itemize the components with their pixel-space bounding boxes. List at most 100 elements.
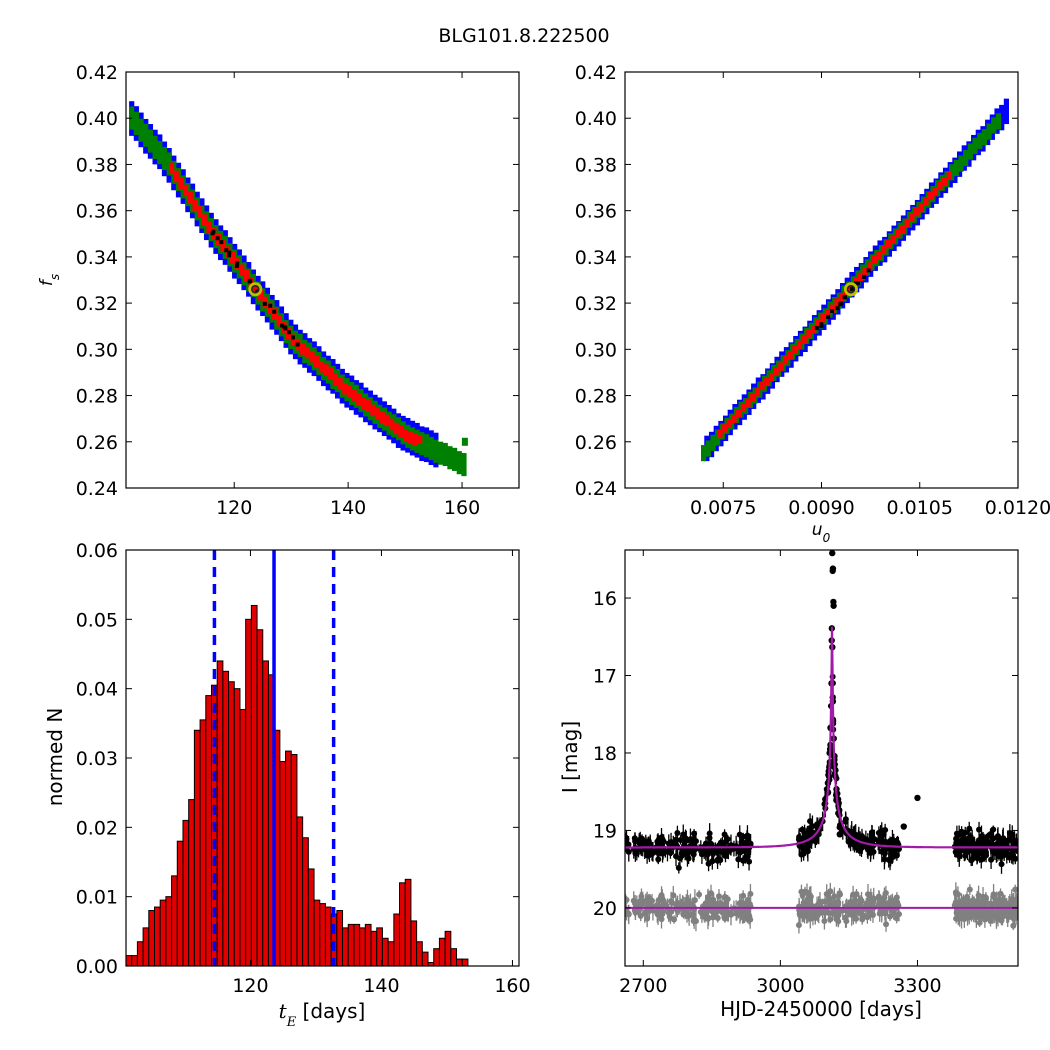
tE-histogram-panel: 120 140 160 0.00 0.01 0.02 0.03 0.04 0.05 0.06 xyxy=(76,540,531,997)
residual-point xyxy=(671,916,678,923)
histogram-bar xyxy=(171,875,178,967)
histogram-bar xyxy=(131,955,138,967)
posterior-band-red xyxy=(370,404,376,417)
posterior-band-red xyxy=(257,288,264,301)
data-point xyxy=(683,837,690,844)
y-tick-label: 0.32 xyxy=(76,293,118,315)
data-point xyxy=(655,856,662,863)
posterior-sample-black xyxy=(287,330,292,335)
residual-point xyxy=(955,912,962,919)
hjd-axis-label: HJD-2450000 [days] xyxy=(720,997,922,1021)
posterior-band-red xyxy=(332,374,338,386)
data-point xyxy=(971,841,978,848)
residual-point xyxy=(822,909,829,916)
histogram-bar xyxy=(307,868,315,967)
posterior-band-red xyxy=(759,381,765,391)
data-point xyxy=(740,833,747,840)
x-tick-label: 140 xyxy=(330,497,366,519)
posterior-band-red xyxy=(764,377,770,386)
best-fit-marker-core xyxy=(846,284,856,294)
posterior-band-red xyxy=(323,364,329,376)
data-point xyxy=(1012,855,1018,862)
data-point xyxy=(858,833,865,840)
posterior-band-red xyxy=(918,203,924,213)
residual-point xyxy=(999,909,1006,916)
histogram-bar xyxy=(233,688,241,967)
posterior-sample-black xyxy=(866,268,871,273)
data-point xyxy=(709,848,716,855)
outlier-point xyxy=(914,794,921,802)
histogram-bar xyxy=(456,958,463,967)
posterior-band-red xyxy=(899,225,906,234)
posterior-sample-black xyxy=(247,279,252,284)
residual-point xyxy=(831,893,838,900)
posterior-band-red xyxy=(876,251,882,260)
residual-point xyxy=(812,910,819,917)
posterior-band-red xyxy=(351,389,357,401)
data-point xyxy=(721,831,728,838)
posterior-sample-black xyxy=(227,250,232,255)
histogram-bar xyxy=(370,930,378,967)
histogram-bar xyxy=(165,896,173,967)
residual-point xyxy=(705,893,712,900)
y-tick-label: 0.01 xyxy=(76,887,118,909)
residual-point xyxy=(1012,886,1018,893)
residual-point xyxy=(1008,896,1015,903)
fs-axis-label: fs xyxy=(37,274,62,286)
posterior-sample-black xyxy=(830,309,835,314)
posterior-band-red xyxy=(183,184,189,197)
histogram-bar xyxy=(319,903,326,967)
posterior-band-red xyxy=(393,422,399,435)
outlier-point xyxy=(830,602,837,609)
posterior-band-red xyxy=(318,360,324,373)
residual-point xyxy=(966,886,973,893)
posterior-band-red xyxy=(834,298,840,307)
axes-frame xyxy=(125,549,520,967)
posterior-band-green xyxy=(419,432,425,456)
residual-point xyxy=(887,913,894,920)
residual-point xyxy=(716,893,723,900)
model-curve xyxy=(625,626,1018,849)
y-tick-label: 0.26 xyxy=(76,432,118,454)
posterior-band-red xyxy=(871,255,878,264)
posterior-band-red xyxy=(407,432,413,444)
residual-point xyxy=(895,911,902,918)
posterior-sample-black xyxy=(850,287,855,292)
histogram-bar xyxy=(438,937,446,967)
histogram-bar xyxy=(410,920,418,967)
best-fit-marker xyxy=(248,282,263,297)
residual-point xyxy=(739,914,746,921)
posterior-band-green xyxy=(456,451,462,475)
posterior-band-red xyxy=(314,355,320,368)
posterior-band-green xyxy=(461,453,467,477)
histogram-bar xyxy=(159,899,167,967)
posterior-band-red xyxy=(825,309,831,318)
y-tick-label: 0.28 xyxy=(575,386,617,408)
posterior-band-red xyxy=(328,368,334,380)
posterior-band-red xyxy=(168,162,175,175)
posterior-sample-black xyxy=(295,342,300,347)
x-tick-label: 160 xyxy=(494,975,530,997)
histogram-bar xyxy=(285,750,292,967)
residual-point xyxy=(705,915,712,922)
fs-vs-u0-panel: 0.0075 0.0090 0.0105 0.0120 0.24 0.26 0.28 0.30… xyxy=(575,62,1050,519)
posterior-band-red xyxy=(820,313,826,323)
posterior-band-red xyxy=(374,407,381,419)
histogram-bar xyxy=(256,629,264,967)
histogram-bar xyxy=(324,906,332,967)
y-tick-label: 0.06 xyxy=(76,540,118,562)
posterior-sample-black xyxy=(826,314,831,319)
posterior-band-red xyxy=(745,398,751,407)
posterior-band-green xyxy=(953,159,959,177)
data-point xyxy=(988,856,995,863)
tE-axis-label: tE [days] xyxy=(279,999,366,1030)
histogram-bar xyxy=(364,923,372,967)
data-point xyxy=(737,849,744,856)
posterior-band-red xyxy=(801,334,807,344)
data-point xyxy=(675,864,682,871)
posterior-band-red xyxy=(717,429,723,439)
posterior-band-red xyxy=(773,367,779,376)
y-tick-label: 0.30 xyxy=(575,339,617,361)
residual-point xyxy=(821,917,828,924)
y-tick-label: 0.36 xyxy=(76,201,118,223)
